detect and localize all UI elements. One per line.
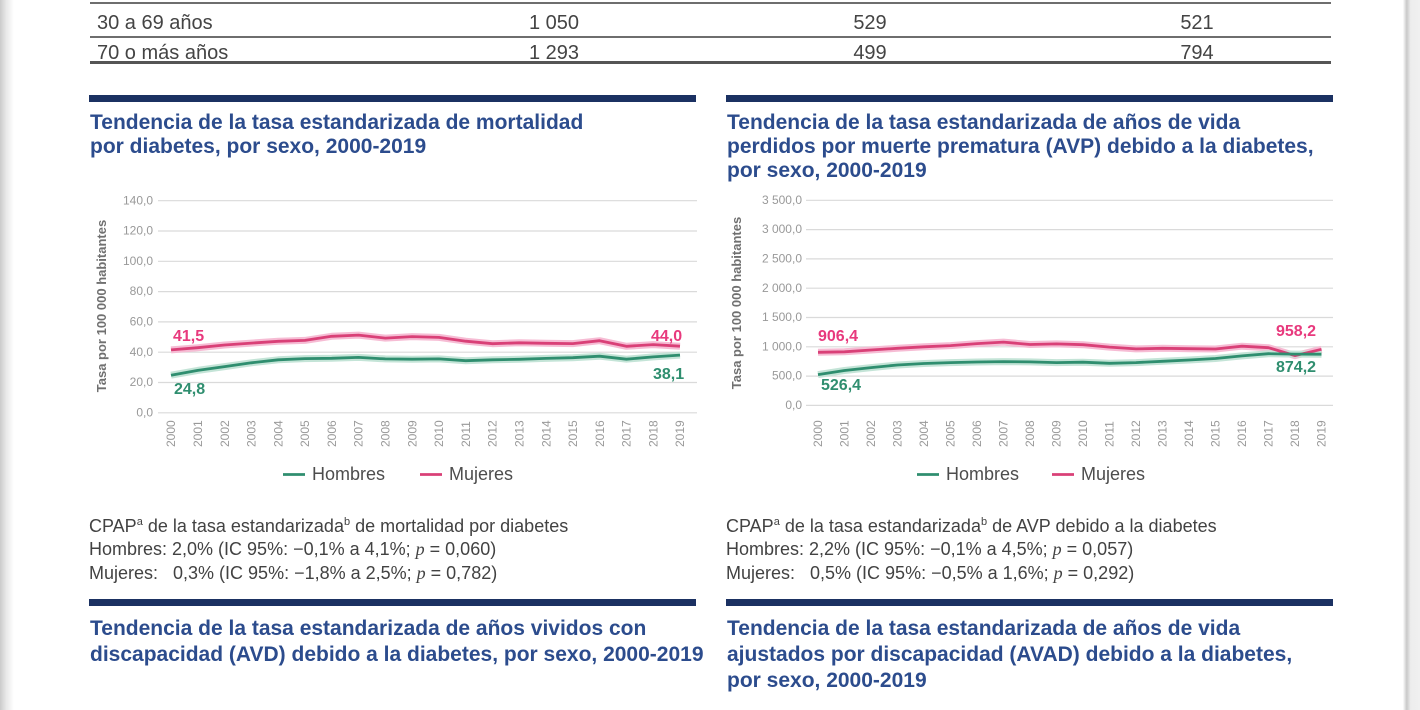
svg-text:100,0: 100,0	[123, 254, 153, 268]
svg-text:2005: 2005	[298, 420, 312, 447]
svg-text:60,0: 60,0	[130, 315, 154, 329]
svg-text:2001: 2001	[191, 420, 205, 447]
svg-text:2013: 2013	[513, 420, 527, 447]
svg-text:2014: 2014	[539, 420, 553, 447]
svg-text:Tasa por 100 000 habitantes: Tasa por 100 000 habitantes	[729, 217, 744, 389]
svg-text:2006: 2006	[325, 420, 339, 447]
svg-text:41,5: 41,5	[173, 328, 204, 345]
svg-text:Tasa por 100 000 habitantes: Tasa por 100 000 habitantes	[94, 220, 109, 392]
svg-text:0,0: 0,0	[785, 398, 802, 412]
svg-text:2008: 2008	[1023, 420, 1037, 447]
svg-text:Mujeres: Mujeres	[1081, 464, 1145, 484]
svg-text:958,2: 958,2	[1276, 323, 1316, 340]
svg-text:1 500,0: 1 500,0	[762, 310, 802, 324]
svg-text:2016: 2016	[593, 420, 607, 447]
svg-text:40,0: 40,0	[130, 345, 154, 359]
svg-text:2002: 2002	[864, 420, 878, 447]
svg-text:120,0: 120,0	[123, 224, 153, 238]
svg-text:2018: 2018	[1288, 420, 1302, 447]
svg-text:3 500,0: 3 500,0	[762, 193, 802, 207]
svg-text:2008: 2008	[379, 420, 393, 447]
svg-text:2011: 2011	[459, 421, 473, 447]
svg-text:2002: 2002	[218, 420, 232, 447]
svg-text:24,8: 24,8	[174, 381, 205, 398]
svg-text:2019: 2019	[1315, 420, 1329, 447]
svg-text:2009: 2009	[405, 420, 419, 447]
svg-text:2005: 2005	[944, 420, 958, 447]
svg-text:Mujeres: Mujeres	[449, 464, 513, 484]
svg-text:2012: 2012	[1129, 420, 1143, 447]
svg-text:2000: 2000	[164, 420, 178, 447]
svg-text:20,0: 20,0	[130, 375, 154, 389]
svg-text:2007: 2007	[997, 420, 1011, 447]
svg-text:500,0: 500,0	[772, 369, 802, 383]
svg-text:2003: 2003	[891, 420, 905, 447]
svg-text:2 500,0: 2 500,0	[762, 252, 802, 266]
svg-text:906,4: 906,4	[818, 328, 858, 345]
svg-text:2019: 2019	[673, 420, 687, 447]
svg-text:2010: 2010	[1076, 420, 1090, 447]
svg-text:2015: 2015	[566, 420, 580, 447]
svg-text:80,0: 80,0	[130, 284, 154, 298]
svg-text:2017: 2017	[620, 420, 634, 447]
svg-text:2012: 2012	[486, 420, 500, 447]
svg-text:2004: 2004	[917, 420, 931, 447]
svg-text:2000: 2000	[811, 420, 825, 447]
svg-text:2018: 2018	[646, 420, 660, 447]
svg-text:2017: 2017	[1262, 420, 1276, 447]
svg-text:874,2: 874,2	[1276, 359, 1316, 376]
svg-text:Hombres: Hombres	[946, 464, 1019, 484]
svg-text:2011: 2011	[1103, 421, 1117, 447]
svg-text:0,0: 0,0	[136, 405, 153, 419]
svg-text:2010: 2010	[432, 420, 446, 447]
svg-text:2 000,0: 2 000,0	[762, 281, 802, 295]
svg-text:2001: 2001	[838, 420, 852, 447]
svg-text:2016: 2016	[1235, 420, 1249, 447]
svg-text:2007: 2007	[352, 420, 366, 447]
svg-text:44,0: 44,0	[651, 328, 682, 345]
svg-text:2014: 2014	[1182, 420, 1196, 447]
svg-text:2004: 2004	[271, 420, 285, 447]
svg-text:2006: 2006	[970, 420, 984, 447]
svg-text:1 000,0: 1 000,0	[762, 339, 802, 353]
svg-text:2013: 2013	[1156, 420, 1170, 447]
svg-text:3 000,0: 3 000,0	[762, 222, 802, 236]
svg-text:526,4: 526,4	[821, 377, 861, 394]
svg-text:2015: 2015	[1209, 420, 1223, 447]
svg-text:140,0: 140,0	[123, 193, 153, 207]
svg-text:2003: 2003	[245, 420, 259, 447]
svg-text:Hombres: Hombres	[312, 464, 385, 484]
svg-text:2009: 2009	[1050, 420, 1064, 447]
svg-text:38,1: 38,1	[653, 366, 684, 383]
